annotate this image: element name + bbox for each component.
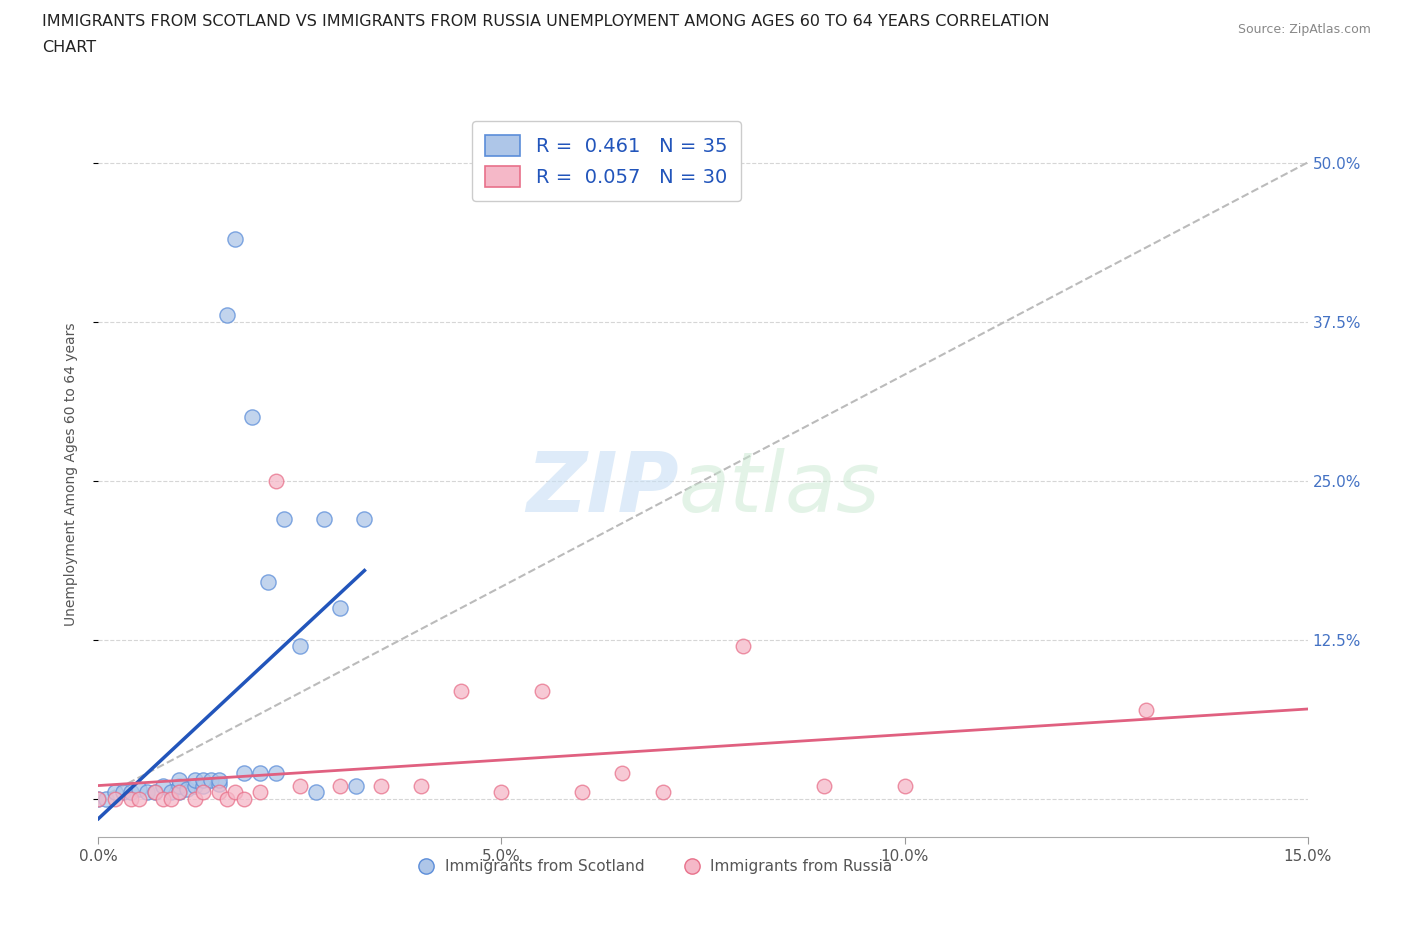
Point: [135, 785, 157, 800]
Point: [370, 778, 392, 793]
Point: [571, 785, 593, 800]
Point: [167, 785, 190, 800]
Point: [120, 785, 142, 800]
Point: [103, 791, 125, 806]
Text: CHART: CHART: [42, 40, 96, 55]
Point: [167, 778, 190, 793]
Point: [103, 785, 125, 800]
Point: [224, 232, 246, 246]
Text: atlas: atlas: [679, 448, 880, 529]
Text: IMMIGRANTS FROM SCOTLAND VS IMMIGRANTS FROM RUSSIA UNEMPLOYMENT AMONG AGES 60 TO: IMMIGRANTS FROM SCOTLAND VS IMMIGRANTS F…: [42, 14, 1050, 29]
Point: [111, 785, 134, 800]
Point: [733, 639, 755, 654]
Point: [240, 409, 263, 424]
Point: [530, 684, 553, 698]
Point: [167, 785, 190, 800]
Point: [152, 791, 174, 806]
Point: [208, 772, 231, 787]
Point: [160, 785, 183, 800]
Point: [184, 772, 207, 787]
Point: [273, 512, 295, 526]
Point: [232, 791, 254, 806]
Point: [143, 785, 166, 800]
Point: [217, 308, 239, 323]
Point: [353, 512, 375, 526]
Point: [160, 791, 183, 806]
Point: [232, 766, 254, 781]
Text: Source: ZipAtlas.com: Source: ZipAtlas.com: [1237, 23, 1371, 36]
Point: [193, 785, 215, 800]
Point: [329, 601, 352, 616]
Point: [152, 778, 174, 793]
Point: [249, 766, 271, 781]
Point: [184, 778, 207, 793]
Point: [288, 778, 311, 793]
Point: [612, 766, 634, 781]
Legend: Immigrants from Scotland, Immigrants from Russia: Immigrants from Scotland, Immigrants fro…: [411, 853, 898, 880]
Point: [120, 791, 142, 806]
Point: [96, 791, 118, 806]
Point: [256, 575, 278, 590]
Point: [184, 791, 207, 806]
Point: [193, 772, 215, 787]
Point: [128, 791, 150, 806]
Point: [200, 772, 222, 787]
Point: [329, 778, 352, 793]
Point: [208, 777, 231, 791]
Point: [288, 639, 311, 654]
Y-axis label: Unemployment Among Ages 60 to 64 years: Unemployment Among Ages 60 to 64 years: [63, 323, 77, 626]
Point: [893, 778, 915, 793]
Point: [208, 785, 231, 800]
Point: [193, 778, 215, 793]
Point: [651, 785, 673, 800]
Point: [314, 512, 336, 526]
Text: ZIP: ZIP: [526, 448, 679, 529]
Point: [1135, 702, 1157, 717]
Point: [224, 785, 246, 800]
Point: [249, 785, 271, 800]
Point: [167, 772, 190, 787]
Point: [128, 781, 150, 796]
Point: [491, 785, 513, 800]
Point: [813, 778, 835, 793]
Point: [450, 684, 472, 698]
Point: [176, 781, 198, 796]
Point: [264, 766, 287, 781]
Point: [217, 791, 239, 806]
Point: [409, 778, 432, 793]
Point: [143, 785, 166, 800]
Point: [87, 791, 110, 806]
Point: [264, 473, 287, 488]
Point: [344, 778, 367, 793]
Point: [87, 791, 110, 806]
Point: [305, 785, 328, 800]
